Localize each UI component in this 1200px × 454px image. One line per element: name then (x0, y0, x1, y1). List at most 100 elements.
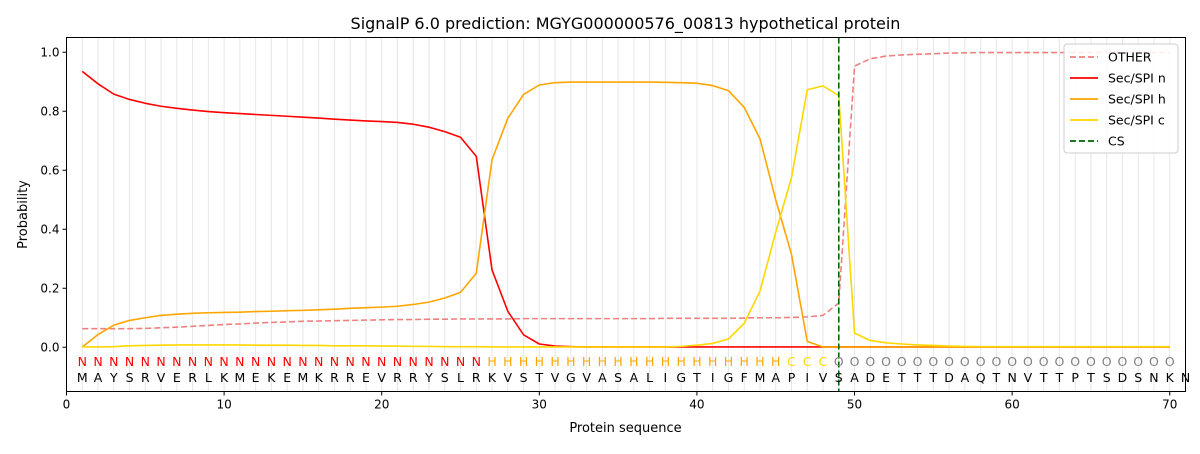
residue-label: O (913, 354, 923, 369)
y-tick-label: 0.8 (40, 104, 59, 118)
legend-entry: CS (1108, 134, 1125, 149)
x-tick-label: 20 (374, 398, 389, 412)
residue-label: O (1118, 354, 1128, 369)
residue-letter: T (913, 370, 922, 385)
residue-letter: T (1086, 370, 1095, 385)
x-tick-label: 10 (216, 398, 231, 412)
legend-box (1063, 43, 1179, 154)
residue-letter: K (267, 370, 276, 385)
residue-label: H (613, 354, 622, 369)
residue-label: N (78, 354, 87, 369)
residue-letter: D (944, 370, 954, 385)
x-tick-label: 60 (1004, 398, 1019, 412)
residue-label: O (1054, 354, 1064, 369)
y-tick-label: 0.0 (40, 340, 59, 354)
series-line-sec-spi-h (81, 81, 1170, 348)
residue-letter: A (598, 370, 607, 385)
residue-label: N (267, 354, 276, 369)
residue-letter: V (504, 370, 513, 385)
residue-label: O (1086, 354, 1096, 369)
residue-letter: V (377, 370, 386, 385)
residue-letter: Y (424, 370, 433, 385)
residue-letter: V (819, 370, 828, 385)
residue-letter: M (77, 370, 88, 385)
residue-label: N (282, 354, 291, 369)
residue-label: H (755, 354, 764, 369)
residue-letter: E (362, 370, 370, 385)
residue-letter: R (393, 370, 402, 385)
residue-label: O (850, 354, 860, 369)
residue-label: H (550, 354, 559, 369)
grid (81, 37, 1186, 392)
residue-label: N (314, 354, 323, 369)
residue-label: N (456, 354, 465, 369)
residue-letter: T (1055, 370, 1064, 385)
residue-label: N (424, 354, 433, 369)
residue-letter: T (929, 370, 938, 385)
residue-label: N (472, 354, 481, 369)
residue-label: O (976, 354, 986, 369)
legend: OTHER Sec/SPI n Sec/SPI h Sec/SPI c CS (1063, 43, 1179, 154)
residue-label: H (661, 354, 670, 369)
y-tick-label: 0.6 (40, 163, 59, 177)
residue-letter: R (141, 370, 150, 385)
residue-label: N (393, 354, 402, 369)
residue-letter: F (741, 370, 748, 385)
residue-letter: T (692, 370, 701, 385)
residue-letter: E (173, 370, 181, 385)
residue-label: N (440, 354, 449, 369)
residue-label: H (566, 354, 575, 369)
residue-label: H (629, 354, 638, 369)
residue-letter: R (472, 370, 481, 385)
residue-letter: P (1071, 370, 1079, 385)
residue-label: H (676, 354, 685, 369)
series-line-other (82, 51, 1170, 330)
residue-letter: S (835, 370, 843, 385)
residue-label: O (897, 354, 907, 369)
legend-entry: Sec/SPI c (1108, 113, 1165, 128)
residue-label: N (172, 354, 181, 369)
residue-letter: S (614, 370, 622, 385)
x-tick-label: 50 (847, 398, 862, 412)
residue-letter: L (205, 370, 212, 385)
residue-label: O (865, 354, 875, 369)
residue-letter: I (711, 370, 715, 385)
residue-letter: G (676, 370, 686, 385)
series-lines (81, 37, 1170, 392)
residue-label: N (204, 354, 213, 369)
residue-label: O (960, 354, 970, 369)
residue-letter: Q (976, 370, 986, 385)
legend-entry: Sec/SPI h (1108, 92, 1166, 107)
residue-letter: R (330, 370, 339, 385)
residue-label: N (377, 354, 386, 369)
residue-label: O (881, 354, 891, 369)
series-line-sec-spi-c (82, 85, 1170, 348)
residue-label: N (156, 354, 165, 369)
residue-label: N (251, 354, 260, 369)
chart-title: SignalP 6.0 prediction: MGYG000000576_00… (351, 14, 901, 34)
residue-letter: G (566, 370, 576, 385)
residue-label: O (1165, 354, 1175, 369)
residue-letter: V (1024, 370, 1033, 385)
residue-label: N (298, 354, 307, 369)
residue-label: O (991, 354, 1001, 369)
residue-label: C (819, 354, 828, 369)
residue-label: H (740, 354, 749, 369)
residue-letter: E (283, 370, 291, 385)
residue-label: H (708, 354, 717, 369)
residue-letter: E (882, 370, 890, 385)
sequence-annotation: NMNANYNSNRNVNENRNLNKNMNENKNENMNKNRNRNENV… (77, 354, 1190, 385)
residue-label: N (188, 354, 197, 369)
residue-letter: M (298, 370, 309, 385)
residue-letter: Y (109, 370, 118, 385)
residue-label: N (93, 354, 102, 369)
residue-letter: N (1007, 370, 1016, 385)
residue-label: H (503, 354, 512, 369)
x-tick-label: 0 (63, 398, 71, 412)
y-tick-label: 0.4 (40, 222, 59, 236)
residue-label: N (330, 354, 339, 369)
residue-letter: A (771, 370, 780, 385)
legend-entry: OTHER (1108, 50, 1152, 65)
residue-letter: D (1118, 370, 1128, 385)
